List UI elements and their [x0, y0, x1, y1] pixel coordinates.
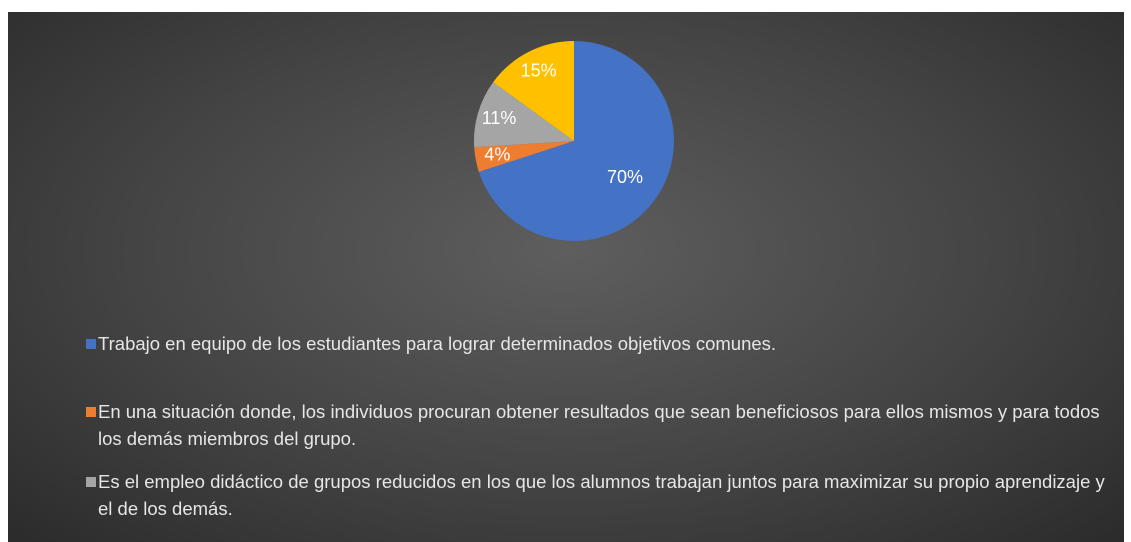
legend-swatch: [86, 339, 96, 349]
pie-slice: [474, 141, 574, 172]
chart: 70% 4% 11% 15%: [474, 41, 675, 241]
data-label: 15%: [521, 60, 557, 80]
data-label: 11%: [482, 108, 517, 128]
data-label: 4%: [484, 144, 510, 164]
pie-slice: [474, 82, 574, 148]
legend-item: Trabajo en equipo de los estudiantes par…: [86, 330, 1118, 357]
legend-swatch: [86, 407, 96, 417]
legend-swatch: [86, 477, 96, 487]
legend-label: Trabajo en equipo de los estudiantes par…: [98, 333, 777, 354]
chart-area: 70% 4% 11% 15% Trabajo en equipo de los est…: [8, 12, 1124, 542]
legend-label: Es el empleo didáctico de grupos reducid…: [98, 471, 1105, 519]
legend-item: En una situación donde, los individuos p…: [86, 398, 1118, 452]
legend-item: Es el empleo didáctico de grupos reducid…: [86, 468, 1118, 522]
pie-slice: [478, 41, 675, 241]
pie-slice: [493, 41, 574, 141]
data-label: 70%: [607, 167, 643, 187]
legend-label: En una situación donde, los individuos p…: [98, 401, 1100, 449]
